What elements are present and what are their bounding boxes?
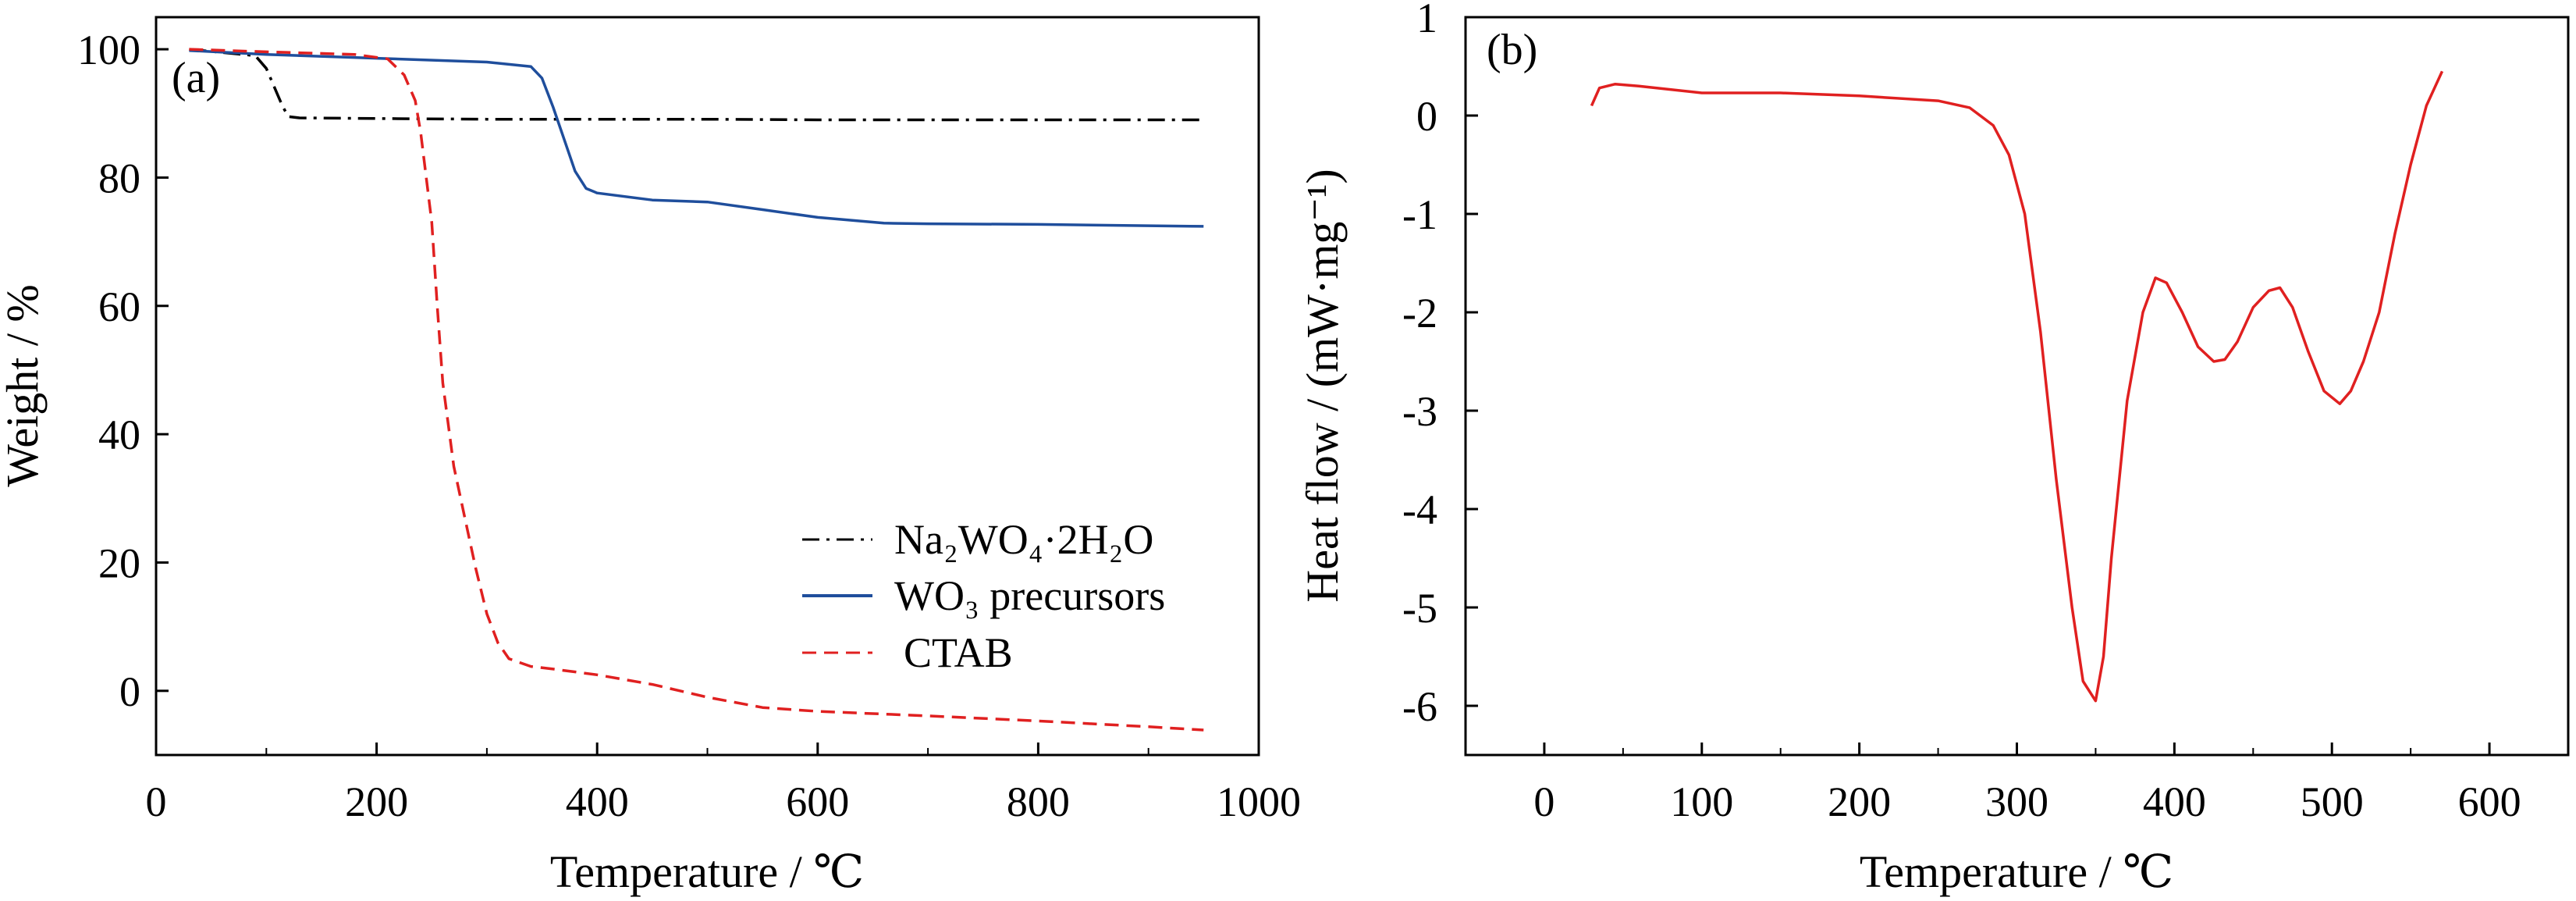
panel-b-x-axis: 0 100 200 300 400 500 600 xyxy=(1533,743,2521,825)
legend-label-na2wo4: Na₂WO₄·2H₂O xyxy=(894,516,1153,563)
legend-label-ctab: CTAB xyxy=(904,629,1013,676)
panel-a-y-axis: 0 20 40 60 80 100 xyxy=(77,27,169,715)
x-tick-label: 300 xyxy=(1985,778,2048,825)
y-tick-label: 100 xyxy=(77,27,140,73)
y-tick-label: 0 xyxy=(1416,93,1437,140)
x-tick-label: 400 xyxy=(566,778,629,825)
y-tick-label: -6 xyxy=(1402,683,1437,730)
y-tick-label: 1 xyxy=(1416,0,1437,41)
y-tick-label: -2 xyxy=(1402,290,1437,337)
x-tick-label: 0 xyxy=(1533,778,1554,825)
series-line-1 xyxy=(189,48,1204,228)
y-tick-label: -3 xyxy=(1402,388,1437,435)
panel-a-weight-chart: 0 200 400 600 800 1000 0 20 40 60 80 100 (a) Tempe… xyxy=(0,16,1301,897)
panel-a-y-axis-label: Weight / % xyxy=(0,284,48,487)
x-tick-label: 1000 xyxy=(1217,778,1301,825)
panel-b-series xyxy=(1590,70,2444,703)
x-tick-label: 200 xyxy=(1828,778,1891,825)
y-tick-label: -1 xyxy=(1402,191,1437,238)
panel-a-x-axis: 0 200 400 600 800 1000 xyxy=(146,743,1301,825)
series-line-2 xyxy=(189,48,1204,732)
panel-a-legend: Na₂WO₄·2H₂O WO₃ precursors CTAB xyxy=(802,516,1165,676)
panel-a-x-axis-label: Temperature / ℃ xyxy=(550,846,864,897)
x-tick-label: 0 xyxy=(146,778,167,825)
x-tick-label: 600 xyxy=(786,778,849,825)
series-line-0 xyxy=(189,48,1204,122)
panel-b-tag: (b) xyxy=(1487,26,1537,74)
panel-b-y-axis-label: Heat flow / (mW·mg⁻¹) xyxy=(1297,169,1348,602)
panel-a-tag: (a) xyxy=(172,54,220,102)
x-tick-label: 600 xyxy=(2458,778,2521,825)
panel-b-heat-flow-chart: 0 100 200 300 400 500 600 1 0 -1 -2 -3 -4 -5 -6 (b) T… xyxy=(1297,0,2570,897)
panel-b-plot-frame xyxy=(1464,16,2570,757)
x-tick-label: 200 xyxy=(345,778,408,825)
y-tick-label: 0 xyxy=(119,668,140,715)
series-line-0 xyxy=(1590,70,2444,703)
panel-b-y-axis: 1 0 -1 -2 -3 -4 -5 -6 xyxy=(1402,0,1478,730)
x-tick-label: 800 xyxy=(1007,778,1070,825)
y-tick-label: -4 xyxy=(1402,486,1437,533)
x-tick-label: 500 xyxy=(2301,778,2364,825)
y-tick-label: 80 xyxy=(98,155,140,201)
panel-b-x-axis-label: Temperature / ℃ xyxy=(1860,846,2173,897)
y-tick-label: 60 xyxy=(98,283,140,330)
y-tick-label: 40 xyxy=(98,411,140,458)
panel-a-series xyxy=(189,48,1204,732)
y-tick-label: -5 xyxy=(1402,585,1437,632)
legend-label-wo3-precursors: WO₃ precursors xyxy=(894,572,1165,619)
x-tick-label: 400 xyxy=(2143,778,2206,825)
x-tick-label: 100 xyxy=(1670,778,1733,825)
y-tick-label: 20 xyxy=(98,540,140,586)
panel-a-plot-frame xyxy=(155,16,1260,757)
